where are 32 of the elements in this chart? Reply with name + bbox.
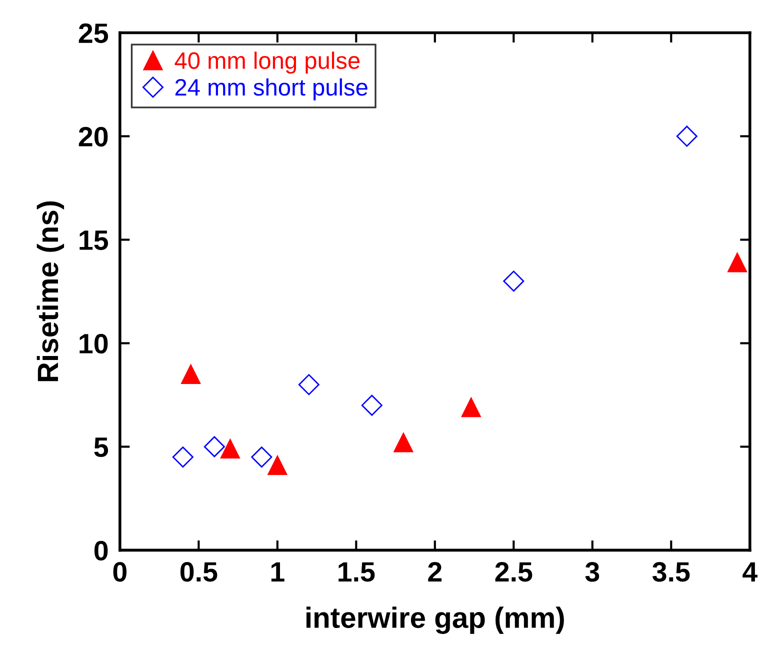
point xyxy=(503,270,524,292)
point xyxy=(298,374,320,396)
x-tick-label: 2.5 xyxy=(495,562,532,582)
point xyxy=(172,446,194,468)
point xyxy=(220,439,240,458)
x-axis-title: interwire gap (mm) xyxy=(306,606,564,634)
y-axis-title: Risetime (ns) xyxy=(36,201,64,382)
x-tick-label: 0 xyxy=(113,562,127,582)
point xyxy=(268,456,288,476)
x-tick-label: 3 xyxy=(585,562,600,582)
x-tick-label: 3.5 xyxy=(652,562,690,582)
point xyxy=(461,398,481,418)
point xyxy=(251,446,272,468)
point xyxy=(181,364,201,384)
point xyxy=(361,394,382,416)
y-tick-label: 25 xyxy=(78,23,108,44)
point xyxy=(676,126,698,147)
x-tick-label: 4 xyxy=(742,562,758,582)
legend-label: 24 mm short pulse xyxy=(175,78,368,100)
point xyxy=(204,436,225,458)
point xyxy=(728,252,748,272)
legend-label: 40 mm long pulse xyxy=(174,52,360,74)
x-tick-label: 1 xyxy=(271,562,284,582)
x-tick-label: 1.5 xyxy=(338,562,375,582)
x-tick-label: 0.5 xyxy=(180,562,218,582)
x-tick-label: 2 xyxy=(428,562,442,582)
y-tick-label: 5 xyxy=(94,438,108,458)
point xyxy=(394,432,414,452)
y-tick-label: 0 xyxy=(94,540,108,561)
y-tick-label: 15 xyxy=(80,230,108,250)
y-tick-label: 20 xyxy=(78,126,108,147)
y-tick-label: 10 xyxy=(80,334,108,354)
